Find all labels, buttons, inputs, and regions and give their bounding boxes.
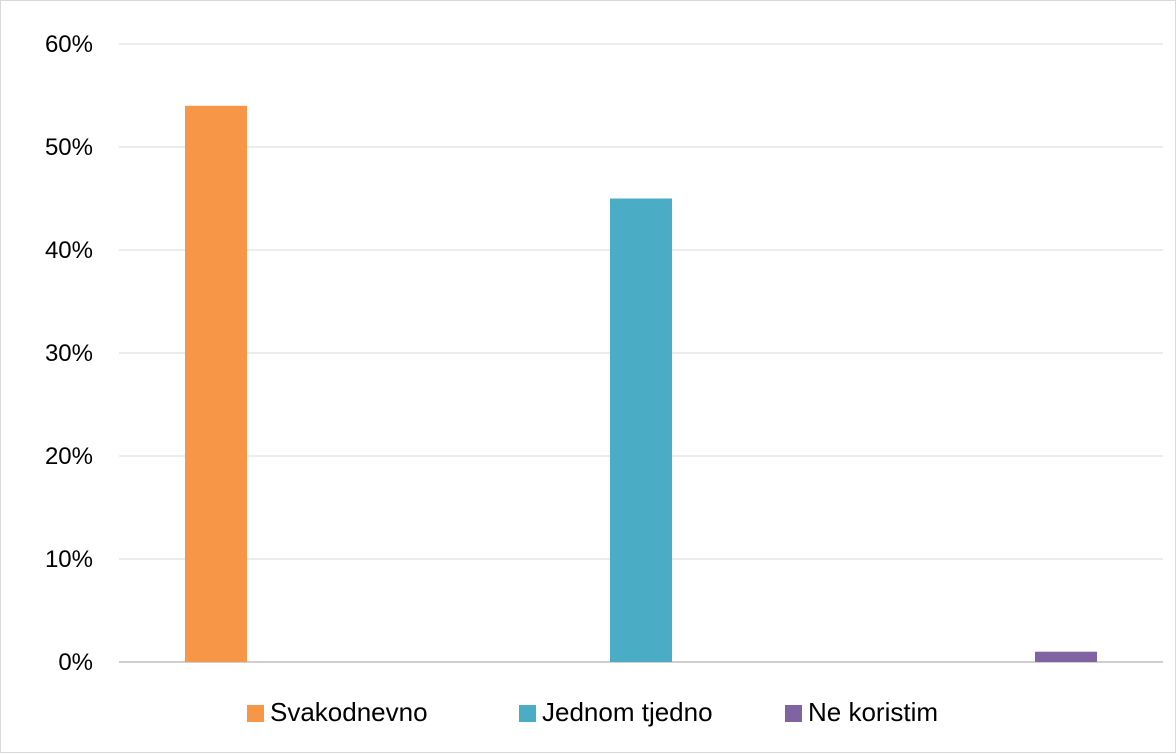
legend: Svakodnevno Jednom tjedno Ne koristim xyxy=(247,697,938,727)
legend-swatch xyxy=(785,705,802,722)
legend-swatch xyxy=(519,705,536,722)
bars xyxy=(185,105,1097,663)
legend-label: Jednom tjedno xyxy=(542,697,713,727)
y-tick-label: 40% xyxy=(45,237,93,264)
y-tick-label: 0% xyxy=(58,649,93,676)
legend-swatch xyxy=(247,705,264,722)
bar-svakodnevno xyxy=(185,105,247,663)
bar-ne-koristim xyxy=(1035,651,1097,662)
legend-label: Svakodnevno xyxy=(270,697,428,727)
y-axis-tick-labels: 0% 10% 20% 30% 40% 50% 60% xyxy=(45,31,93,676)
y-tick-label: 10% xyxy=(45,546,93,573)
bar-jednom-tjedno xyxy=(610,198,672,662)
y-tick-label: 30% xyxy=(45,340,93,367)
y-tick-label: 20% xyxy=(45,443,93,470)
y-tick-label: 60% xyxy=(45,31,93,58)
legend-label: Ne koristim xyxy=(808,697,938,727)
y-tick-label: 50% xyxy=(45,134,93,161)
